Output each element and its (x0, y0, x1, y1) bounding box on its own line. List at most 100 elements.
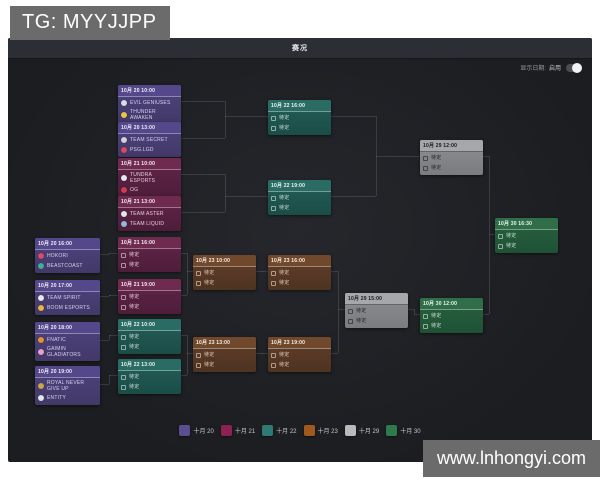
match-card-lb-round-2-1[interactable]: 10月 21 16:00 待定 待定 (118, 237, 181, 272)
legend-color-swatch (262, 425, 274, 436)
match-card-ub-semifinals-2[interactable]: 10月 22 19:00 待定 待定 (268, 180, 331, 215)
team-name: EVIL GENIUSES (130, 100, 171, 106)
tbd-label: 待定 (129, 294, 140, 300)
tbd-row: 待定 (271, 194, 328, 202)
match-card-lb-round-1-2[interactable]: 10月 20 17:00 TEAM SPIRIT BOOM ESPORTS (35, 280, 100, 315)
legend-color-swatch (220, 425, 232, 436)
bracket-connector-line (181, 253, 187, 254)
tbd-placeholder-icon (498, 233, 503, 239)
tbd-row: 待定 (423, 312, 480, 320)
tbd-placeholder-icon (121, 294, 126, 300)
match-date: 10月 21 19:00 (118, 279, 181, 291)
tbd-placeholder-icon (271, 362, 276, 368)
match-card-lb-round-5-1[interactable]: 10月 29 15:00 待定 待定 (345, 293, 408, 328)
tbd-placeholder-icon (196, 270, 201, 276)
team-logo-icon (121, 147, 127, 153)
match-card-lb-round-3-1[interactable]: 10月 23 10:00 待定 待定 (193, 255, 256, 290)
bracket-connector-line (100, 296, 109, 297)
match-card-lb-final-1[interactable]: 10月 30 12:00 待定 待定 (420, 298, 483, 333)
match-card-lb-round-1-3[interactable]: 10月 20 18:00 FNATIC GAIMIN GLADIATORS (35, 322, 100, 361)
tbd-label: 待定 (129, 334, 140, 340)
team-logo-icon (121, 211, 127, 217)
tbd-label: 待定 (129, 374, 140, 380)
match-card-lb-round-1-1[interactable]: 10月 20 16:00 HOKORI BEASTCOAST (35, 238, 100, 273)
team-logo-icon (38, 295, 44, 301)
bracket-connector-line (187, 253, 188, 295)
bracket-connector-line (181, 174, 225, 175)
match-card-lb-round-3-2[interactable]: 10月 23 13:00 待定 待定 (193, 337, 256, 372)
match-card-lb-round-4-2[interactable]: 10月 23 19:00 待定 待定 (268, 337, 331, 372)
team-row: TEAM LIQUID (121, 220, 178, 228)
tbd-row: 待定 (271, 124, 328, 132)
tbd-placeholder-icon (121, 384, 126, 390)
team-logo-icon (121, 112, 127, 118)
tg-tag-label: TG: MYYJJPP (10, 6, 171, 40)
match-card-lb-round-2-4[interactable]: 10月 22 13:00 待定 待定 (118, 359, 181, 394)
tbd-label: 待定 (506, 243, 517, 249)
team-row: THUNDER AWAKEN (121, 109, 178, 121)
tbd-row: 待定 (196, 361, 253, 369)
tbd-row: 待定 (121, 261, 178, 269)
match-card-ub-quarterfinals-1[interactable]: 10月 20 10:00 EVIL GENIUSES THUNDER AWAKEN (118, 85, 181, 124)
team-row: FNATIC (38, 336, 97, 344)
tbd-placeholder-icon (271, 205, 276, 211)
tbd-placeholder-icon (196, 352, 201, 358)
legend-item-1: 十月 20 (179, 425, 214, 436)
tbd-row: 待定 (423, 164, 480, 172)
match-date: 10月 20 16:00 (35, 238, 100, 250)
match-card-lb-round-4-1[interactable]: 10月 23 16:00 待定 待定 (268, 255, 331, 290)
bracket-connector-line (483, 314, 489, 315)
match-card-lb-round-2-3[interactable]: 10月 22 10:00 待定 待定 (118, 319, 181, 354)
match-date: 10月 20 18:00 (35, 322, 100, 334)
match-card-ub-quarterfinals-3[interactable]: 10月 21 10:00 TUNDRA ESPORTS OG (118, 158, 181, 197)
tbd-row: 待定 (121, 333, 178, 341)
team-row: GAIMIN GLADIATORS (38, 346, 97, 358)
team-name: OG (130, 187, 139, 193)
tbd-placeholder-icon (271, 270, 276, 276)
team-name: TEAM SECRET (130, 137, 168, 143)
tbd-row: 待定 (196, 269, 253, 277)
match-card-ub-final-1[interactable]: 10月 29 12:00 待定 待定 (420, 140, 483, 175)
match-date: 10月 21 16:00 (118, 237, 181, 249)
bracket-connector-line (331, 116, 376, 117)
bracket-connector-line (109, 375, 118, 376)
tbd-row: 待定 (498, 232, 555, 240)
bracket-connector-line (181, 375, 187, 376)
tbd-placeholder-icon (121, 374, 126, 380)
team-logo-icon (38, 349, 44, 355)
show-date-toggle[interactable] (566, 62, 582, 73)
tbd-label: 待定 (431, 313, 442, 319)
match-card-ub-quarterfinals-2[interactable]: 10月 20 13:00 TEAM SECRET PSG.LGD (118, 122, 181, 157)
match-card-grand-final-1[interactable]: 10月 30 16:30 待定 待定 (495, 218, 558, 253)
tbd-label: 待定 (129, 344, 140, 350)
team-name: BEASTCOAST (47, 263, 83, 269)
team-name: BOOM ESPORTS (47, 305, 90, 311)
tbd-row: 待定 (348, 307, 405, 315)
toggle-knob-icon (572, 62, 582, 73)
tbd-label: 待定 (279, 362, 290, 368)
bracket-connector-line (109, 295, 110, 296)
team-row: TEAM ASTER (121, 210, 178, 218)
legend-date-label: 十月 21 (234, 429, 256, 435)
show-date-value: 启用 (548, 66, 561, 72)
match-card-ub-semifinals-1[interactable]: 10月 22 16:00 待定 待定 (268, 100, 331, 135)
tbd-row: 待定 (196, 351, 253, 359)
team-name: FNATIC (47, 337, 66, 343)
team-logo-icon (38, 383, 44, 389)
tbd-row: 待定 (121, 343, 178, 351)
team-row: HOKORI (38, 252, 97, 260)
bracket-connector-line (338, 309, 345, 310)
tbd-placeholder-icon (196, 280, 201, 286)
tbd-row: 待定 (121, 251, 178, 259)
date-toggle-row: 显示日期: 启用 (520, 62, 582, 73)
match-card-ub-quarterfinals-4[interactable]: 10月 21 13:00 TEAM ASTER TEAM LIQUID (118, 196, 181, 231)
tbd-label: 待定 (129, 262, 140, 268)
team-name: TUNDRA ESPORTS (130, 172, 156, 184)
tbd-label: 待定 (129, 304, 140, 310)
match-card-lb-round-2-2[interactable]: 10月 21 19:00 待定 待定 (118, 279, 181, 314)
tbd-row: 待定 (121, 293, 178, 301)
tbd-label: 待定 (431, 323, 442, 329)
bracket-connector-line (489, 234, 495, 235)
match-card-lb-round-1-4[interactable]: 10月 20 19:00 ROYAL NEVER GIVE UP ENTITY (35, 366, 100, 405)
